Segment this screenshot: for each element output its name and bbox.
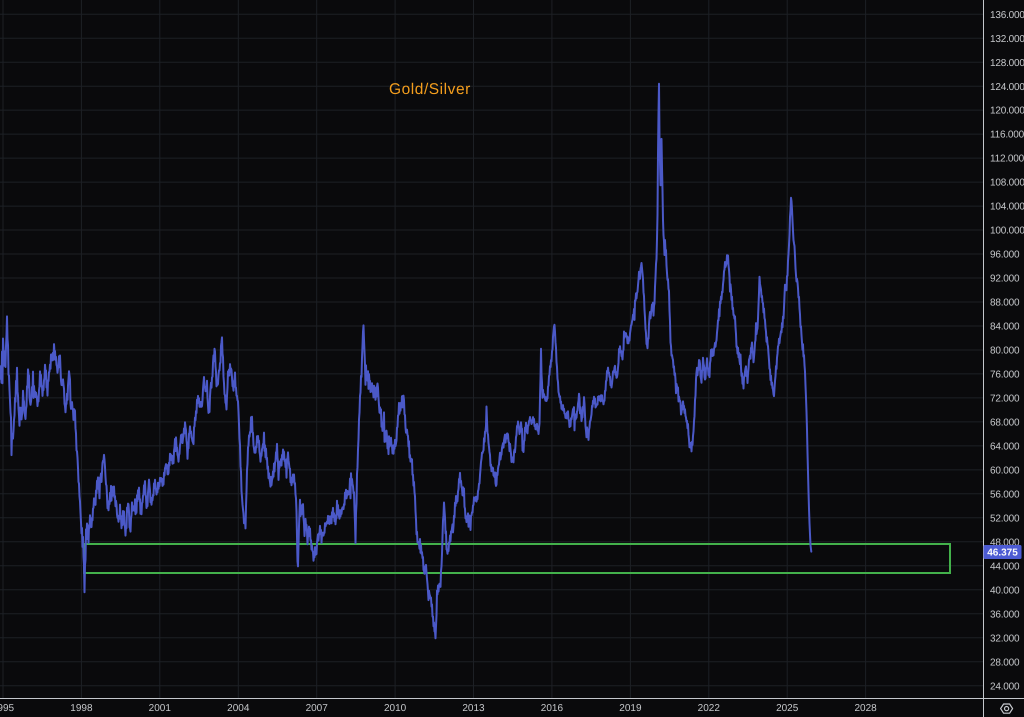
svg-text:2007: 2007 (306, 703, 329, 714)
svg-text:44.000: 44.000 (990, 561, 1020, 572)
svg-text:128.000: 128.000 (990, 58, 1024, 69)
svg-text:36.000: 36.000 (990, 609, 1020, 620)
svg-text:60.000: 60.000 (990, 466, 1020, 477)
svg-text:136.000: 136.000 (990, 10, 1024, 21)
svg-text:2001: 2001 (149, 703, 172, 714)
svg-text:56.000: 56.000 (990, 489, 1020, 500)
svg-text:88.000: 88.000 (990, 298, 1020, 309)
svg-text:Gold/Silver: Gold/Silver (389, 81, 471, 98)
svg-text:2016: 2016 (541, 703, 564, 714)
svg-text:2004: 2004 (227, 703, 250, 714)
svg-text:68.000: 68.000 (990, 418, 1020, 429)
svg-text:2028: 2028 (854, 703, 877, 714)
svg-text:1995: 1995 (0, 703, 15, 714)
svg-text:32.000: 32.000 (990, 633, 1020, 644)
svg-text:40.000: 40.000 (990, 585, 1020, 596)
svg-text:120.000: 120.000 (990, 106, 1024, 117)
svg-text:24.000: 24.000 (990, 681, 1020, 692)
svg-text:80.000: 80.000 (990, 346, 1020, 357)
svg-text:46.375: 46.375 (987, 547, 1018, 558)
svg-text:124.000: 124.000 (990, 82, 1024, 93)
svg-text:1998: 1998 (70, 703, 93, 714)
svg-text:72.000: 72.000 (990, 394, 1020, 405)
svg-text:92.000: 92.000 (990, 274, 1020, 285)
svg-text:112.000: 112.000 (990, 154, 1024, 165)
svg-text:2025: 2025 (776, 703, 799, 714)
svg-text:52.000: 52.000 (990, 513, 1020, 524)
svg-text:100.000: 100.000 (990, 226, 1024, 237)
svg-text:116.000: 116.000 (990, 130, 1024, 141)
svg-text:48.000: 48.000 (990, 537, 1020, 548)
svg-text:2019: 2019 (619, 703, 642, 714)
svg-text:76.000: 76.000 (990, 370, 1020, 381)
svg-text:2022: 2022 (698, 703, 721, 714)
svg-text:2013: 2013 (462, 703, 485, 714)
svg-text:108.000: 108.000 (990, 178, 1024, 189)
svg-text:2010: 2010 (384, 703, 407, 714)
svg-text:28.000: 28.000 (990, 657, 1020, 668)
svg-text:104.000: 104.000 (990, 202, 1024, 213)
svg-text:96.000: 96.000 (990, 250, 1020, 261)
svg-text:64.000: 64.000 (990, 442, 1020, 453)
svg-text:84.000: 84.000 (990, 322, 1020, 333)
svg-text:132.000: 132.000 (990, 34, 1024, 45)
